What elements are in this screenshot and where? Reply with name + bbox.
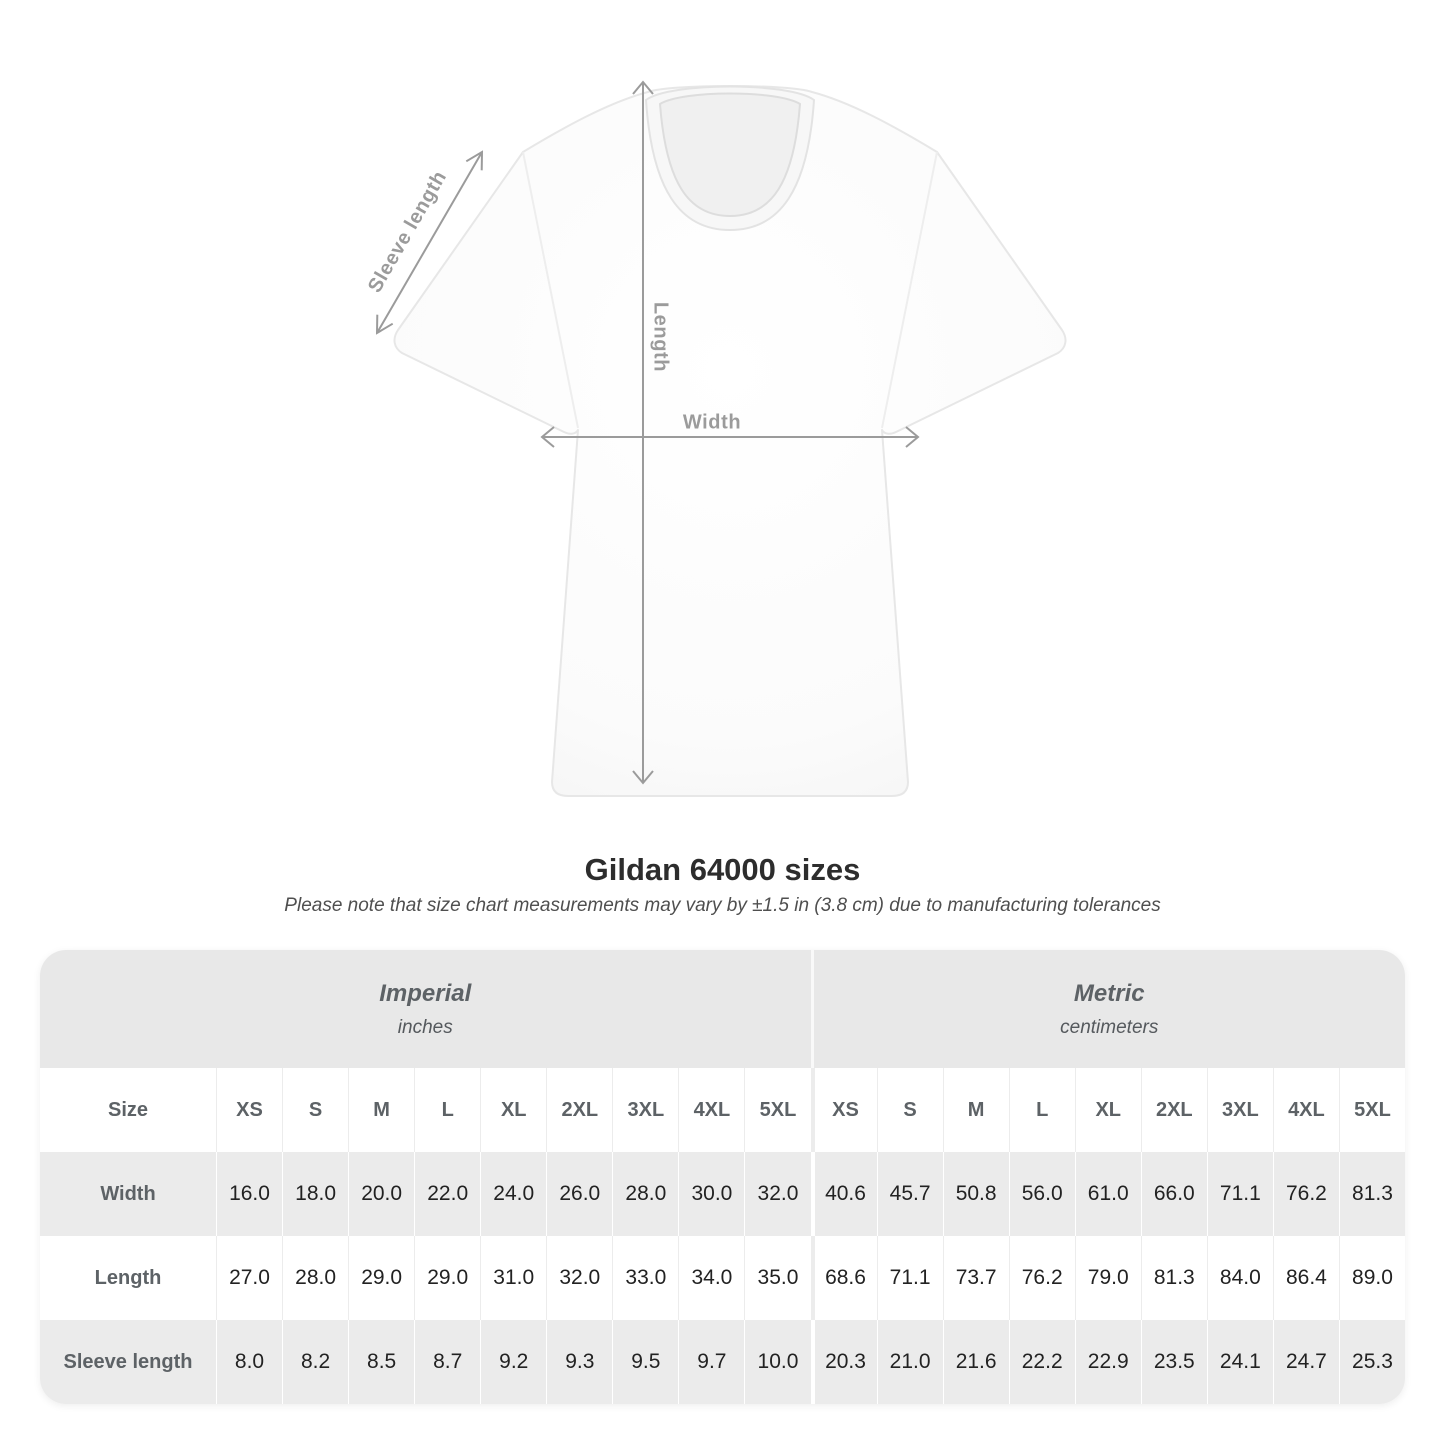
tolerance-note: Please note that size chart measurements… (284, 895, 1161, 916)
imperial-unit: inches (397, 1016, 453, 1038)
metric-value-cell: 76.2 (1272, 1152, 1339, 1236)
metric-value-cell: 21.0 (876, 1320, 943, 1404)
imperial-value-cell: 34.0 (678, 1236, 745, 1320)
size-column-header: Size (40, 1068, 216, 1152)
tshirt-body (393, 85, 1067, 797)
imperial-title: Imperial (379, 979, 472, 1007)
imperial-value-cell: 10.0 (744, 1320, 811, 1404)
metric-value-cell: 76.2 (1008, 1236, 1075, 1320)
tshirt-graphic (375, 80, 1067, 797)
imperial-value-cell: 32.0 (744, 1152, 811, 1236)
imperial-value-cell: 9.5 (612, 1320, 679, 1404)
row-label: Sleeve length (40, 1320, 216, 1404)
imperial-size-header-m: M (348, 1068, 415, 1152)
imperial-size-header-l: L (414, 1068, 481, 1152)
right-sleeve-seam (881, 151, 938, 429)
unit-header-row: Imperial inches Metric centimeters (40, 950, 1405, 1068)
metric-header: Metric centimeters (810, 950, 1406, 1068)
imperial-size-header-s: S (282, 1068, 349, 1152)
imperial-value-cell: 29.0 (348, 1236, 415, 1320)
metric-title: Metric (1073, 979, 1145, 1007)
imperial-size-header-xl: XL (480, 1068, 547, 1152)
imperial-value-cell: 24.0 (480, 1152, 547, 1236)
imperial-value-cell: 33.0 (612, 1236, 679, 1320)
metric-value-cell: 86.4 (1272, 1236, 1339, 1320)
metric-value-cell: 71.1 (1206, 1152, 1273, 1236)
metric-value-cell: 68.6 (810, 1236, 877, 1320)
metric-value-cell: 73.7 (942, 1236, 1009, 1320)
metric-value-cell: 56.0 (1008, 1152, 1075, 1236)
width-measure-label: Width (682, 411, 742, 434)
imperial-value-cell: 32.0 (546, 1236, 613, 1320)
row-label: Width (40, 1152, 216, 1236)
row-label: Length (40, 1236, 216, 1320)
metric-value-cell: 21.6 (942, 1320, 1009, 1404)
imperial-value-cell: 16.0 (216, 1152, 283, 1236)
length-measure-label: Length (649, 301, 672, 373)
imperial-value-cell: 31.0 (480, 1236, 547, 1320)
imperial-value-cell: 20.0 (348, 1152, 415, 1236)
metric-size-header-s: S (876, 1068, 943, 1152)
metric-unit: centimeters (1060, 1016, 1159, 1038)
width-arrow (540, 426, 920, 448)
metric-value-cell: 25.3 (1338, 1320, 1405, 1404)
imperial-value-cell: 8.5 (348, 1320, 415, 1404)
imperial-value-cell: 9.2 (480, 1320, 547, 1404)
metric-value-cell: 40.6 (810, 1152, 877, 1236)
imperial-size-header-4xl: 4XL (678, 1068, 745, 1152)
imperial-value-cell: 18.0 (282, 1152, 349, 1236)
metric-size-header-xs: XS (810, 1068, 877, 1152)
metric-size-header-3xl: 3XL (1206, 1068, 1273, 1152)
imperial-value-cell: 8.2 (282, 1320, 349, 1404)
imperial-value-cell: 22.0 (414, 1152, 481, 1236)
metric-value-cell: 24.7 (1272, 1320, 1339, 1404)
metric-value-cell: 79.0 (1074, 1236, 1141, 1320)
metric-value-cell: 20.3 (810, 1320, 877, 1404)
size-table: Imperial inches Metric centimeters Size X… (40, 950, 1405, 1404)
metric-size-header-4xl: 4XL (1272, 1068, 1339, 1152)
imperial-value-cell: 30.0 (678, 1152, 745, 1236)
metric-value-cell: 22.9 (1074, 1320, 1141, 1404)
metric-value-cell: 61.0 (1074, 1152, 1141, 1236)
imperial-value-cell: 26.0 (546, 1152, 613, 1236)
imperial-value-cell: 8.0 (216, 1320, 283, 1404)
metric-size-header-5xl: 5XL (1338, 1068, 1405, 1152)
imperial-value-cell: 9.7 (678, 1320, 745, 1404)
imperial-value-cell: 9.3 (546, 1320, 613, 1404)
imperial-value-cell: 8.7 (414, 1320, 481, 1404)
metric-value-cell: 22.2 (1008, 1320, 1075, 1404)
imperial-value-cell: 27.0 (216, 1236, 283, 1320)
imperial-header: Imperial inches (40, 950, 811, 1068)
metric-value-cell: 23.5 (1140, 1320, 1207, 1404)
imperial-value-cell: 28.0 (282, 1236, 349, 1320)
tshirt-figure: Sleeve length Length Width (280, 40, 1120, 850)
metric-size-header-l: L (1008, 1068, 1075, 1152)
metric-value-cell: 89.0 (1338, 1236, 1405, 1320)
length-arrow (632, 80, 654, 785)
metric-value-cell: 81.3 (1338, 1152, 1405, 1236)
metric-size-header-xl: XL (1074, 1068, 1141, 1152)
metric-value-cell: 66.0 (1140, 1152, 1207, 1236)
metric-value-cell: 50.8 (942, 1152, 1009, 1236)
metric-value-cell: 24.1 (1206, 1320, 1273, 1404)
imperial-size-header-2xl: 2XL (546, 1068, 613, 1152)
size-grid: Size XS S M L XL 2XL 3XL 4XL 5XL XS S M L XL 2XL 3XL 4XL 5… (40, 1068, 1405, 1404)
imperial-value-cell: 29.0 (414, 1236, 481, 1320)
imperial-size-header-xs: XS (216, 1068, 283, 1152)
left-sleeve-seam (522, 151, 579, 429)
metric-size-header-m: M (942, 1068, 1009, 1152)
collar-inner (658, 92, 802, 218)
metric-size-header-2xl: 2XL (1140, 1068, 1207, 1152)
imperial-size-header-5xl: 5XL (744, 1068, 811, 1152)
imperial-value-cell: 35.0 (744, 1236, 811, 1320)
imperial-size-header-3xl: 3XL (612, 1068, 679, 1152)
page-title: Gildan 64000 sizes (584, 852, 861, 887)
imperial-value-cell: 28.0 (612, 1152, 679, 1236)
sleeve-length-arrow (375, 150, 484, 335)
metric-value-cell: 45.7 (876, 1152, 943, 1236)
metric-value-cell: 71.1 (876, 1236, 943, 1320)
metric-value-cell: 81.3 (1140, 1236, 1207, 1320)
metric-value-cell: 84.0 (1206, 1236, 1273, 1320)
